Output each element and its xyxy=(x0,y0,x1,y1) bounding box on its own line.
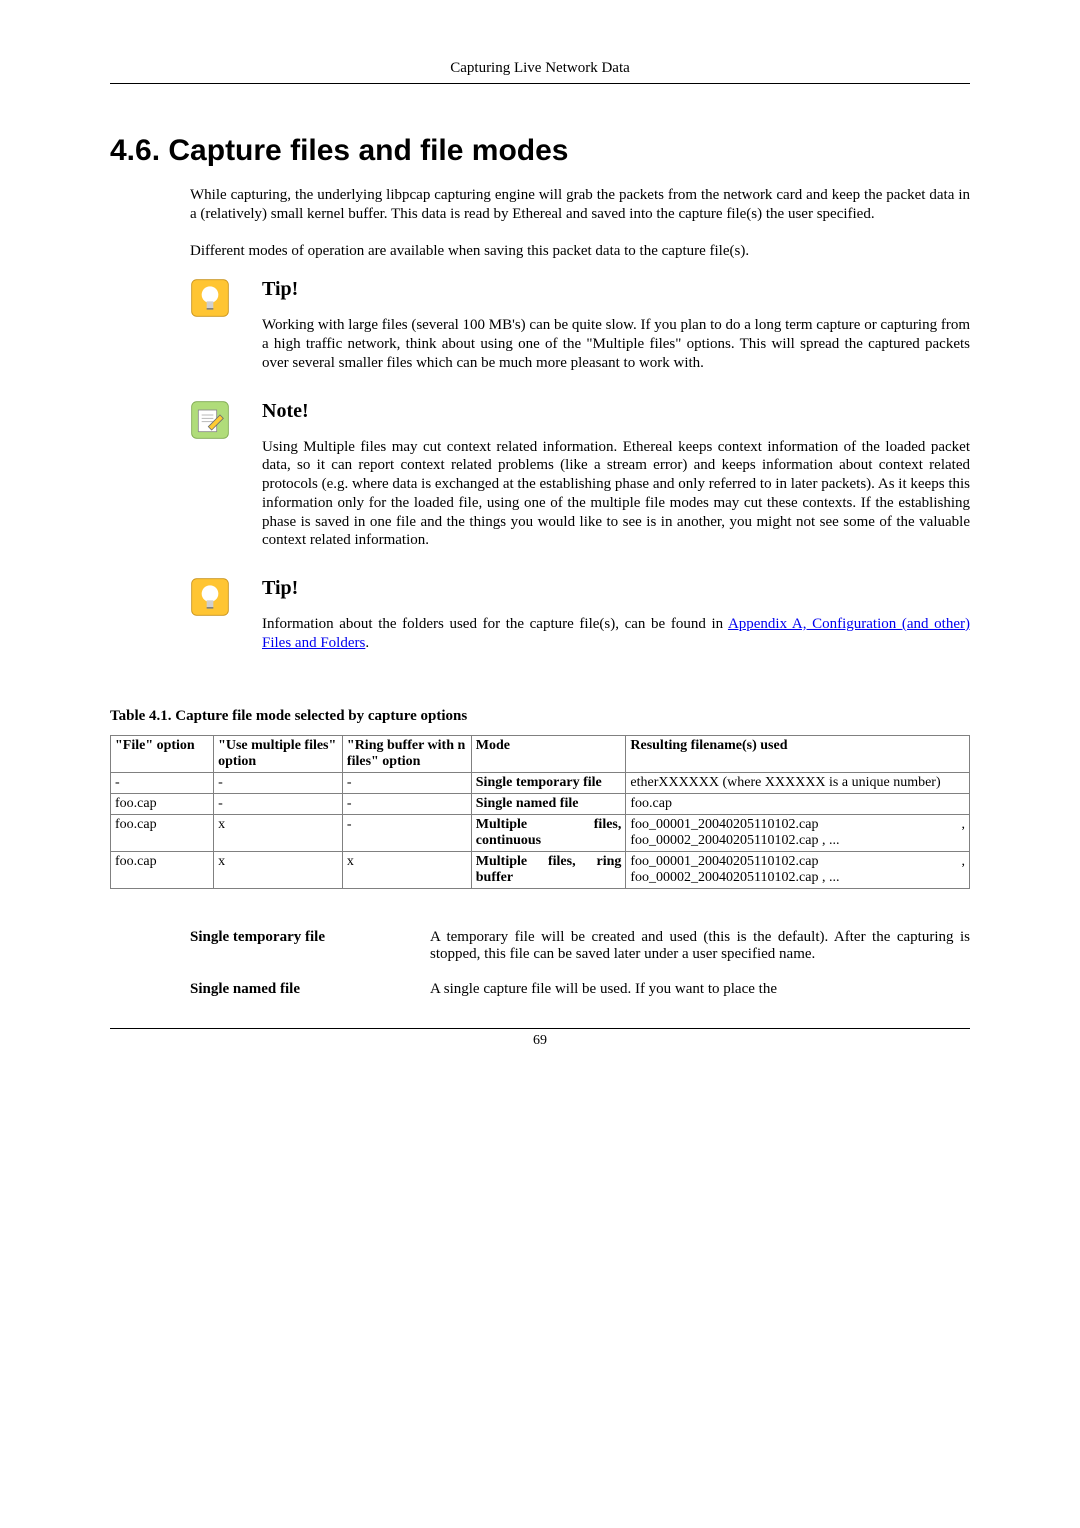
table-cell: etherXXXXXX (where XXXXXX is a unique nu… xyxy=(626,772,970,793)
definition-description: A single capture file will be used. If y… xyxy=(430,981,970,998)
table-cell: x xyxy=(342,851,471,888)
table-row: foo.capxxMultiple files, ring bufferfoo_… xyxy=(111,851,970,888)
table-cell: foo_00001_20040205110102.cap , foo_00002… xyxy=(626,851,970,888)
admonition-title: Note! xyxy=(262,400,970,423)
page-number: 69 xyxy=(533,1033,547,1048)
admonition-title: Tip! xyxy=(262,577,970,600)
definition-row: Single temporary fileA temporary file wi… xyxy=(190,929,970,963)
admonition-content: Tip! Information about the folders used … xyxy=(262,577,970,668)
table-cell: Single temporary file xyxy=(471,772,626,793)
table-cell: foo.cap xyxy=(111,851,214,888)
definition-list: Single temporary fileA temporary file wi… xyxy=(190,929,970,998)
table-row: foo.cap--Single named filefoo.cap xyxy=(111,793,970,814)
table-cell: foo.cap xyxy=(111,793,214,814)
admonition-body: Information about the folders used for t… xyxy=(262,615,970,653)
table-cell: Single named file xyxy=(471,793,626,814)
table-cell: Multiple files, continuous xyxy=(471,814,626,851)
table-cell: - xyxy=(342,793,471,814)
table-cell: - xyxy=(342,772,471,793)
admonition-tip: Tip! Working with large files (several 1… xyxy=(190,278,970,387)
table-cell: - xyxy=(342,814,471,851)
admonition-title: Tip! xyxy=(262,278,970,301)
table-caption: Table 4.1. Capture file mode selected by… xyxy=(110,708,970,725)
definition-term: Single temporary file xyxy=(190,929,430,963)
admonition-tip: Tip! Information about the folders used … xyxy=(190,577,970,668)
table-cell: x xyxy=(214,851,343,888)
section-heading: 4.6. Capture files and file modes xyxy=(110,134,970,168)
table-row: ---Single temporary fileetherXXXXXX (whe… xyxy=(111,772,970,793)
table-cell: foo.cap xyxy=(626,793,970,814)
table-cell: Multiple files, ring buffer xyxy=(471,851,626,888)
table-header-row: "File" option"Use multiple files" option… xyxy=(111,735,970,772)
definition-row: Single named fileA single capture file w… xyxy=(190,981,970,998)
intro-paragraph-2: Different modes of operation are availab… xyxy=(190,242,970,261)
admonition-body: Using Multiple files may cut context rel… xyxy=(262,438,970,551)
note-icon xyxy=(190,400,238,445)
table-header-cell: Mode xyxy=(471,735,626,772)
definition-term: Single named file xyxy=(190,981,430,998)
tip-icon xyxy=(190,577,238,622)
admonition-note: Note! Using Multiple files may cut conte… xyxy=(190,400,970,566)
tip-icon xyxy=(190,278,238,323)
admonition-content: Note! Using Multiple files may cut conte… xyxy=(262,400,970,566)
table-cell: - xyxy=(111,772,214,793)
table-cell: - xyxy=(214,793,343,814)
intro-paragraph-1: While capturing, the underlying libpcap … xyxy=(190,186,970,224)
definition-description: A temporary file will be created and use… xyxy=(430,929,970,963)
table-header-cell: "File" option xyxy=(111,735,214,772)
table-row: foo.capx-Multiple files, continuousfoo_0… xyxy=(111,814,970,851)
running-title: Capturing Live Network Data xyxy=(450,60,630,76)
capture-modes-table: "File" option"Use multiple files" option… xyxy=(110,735,970,889)
section-number: 4.6. xyxy=(110,134,160,167)
table-header-cell: "Use multiple files" option xyxy=(214,735,343,772)
page-footer: 69 xyxy=(110,1028,970,1049)
table-header-cell: "Ring buffer with n files" option xyxy=(342,735,471,772)
section-title-text: Capture files and file modes xyxy=(168,134,568,167)
admonition-body-suffix: . xyxy=(365,635,369,651)
admonition-content: Tip! Working with large files (several 1… xyxy=(262,278,970,387)
running-header: Capturing Live Network Data xyxy=(110,60,970,84)
table-cell: - xyxy=(214,772,343,793)
admonition-body: Working with large files (several 100 MB… xyxy=(262,316,970,372)
table-cell: foo.cap xyxy=(111,814,214,851)
admonition-body-prefix: Information about the folders used for t… xyxy=(262,616,728,632)
table-cell: x xyxy=(214,814,343,851)
table-header-cell: Resulting filename(s) used xyxy=(626,735,970,772)
table-cell: foo_00001_20040205110102.cap , foo_00002… xyxy=(626,814,970,851)
